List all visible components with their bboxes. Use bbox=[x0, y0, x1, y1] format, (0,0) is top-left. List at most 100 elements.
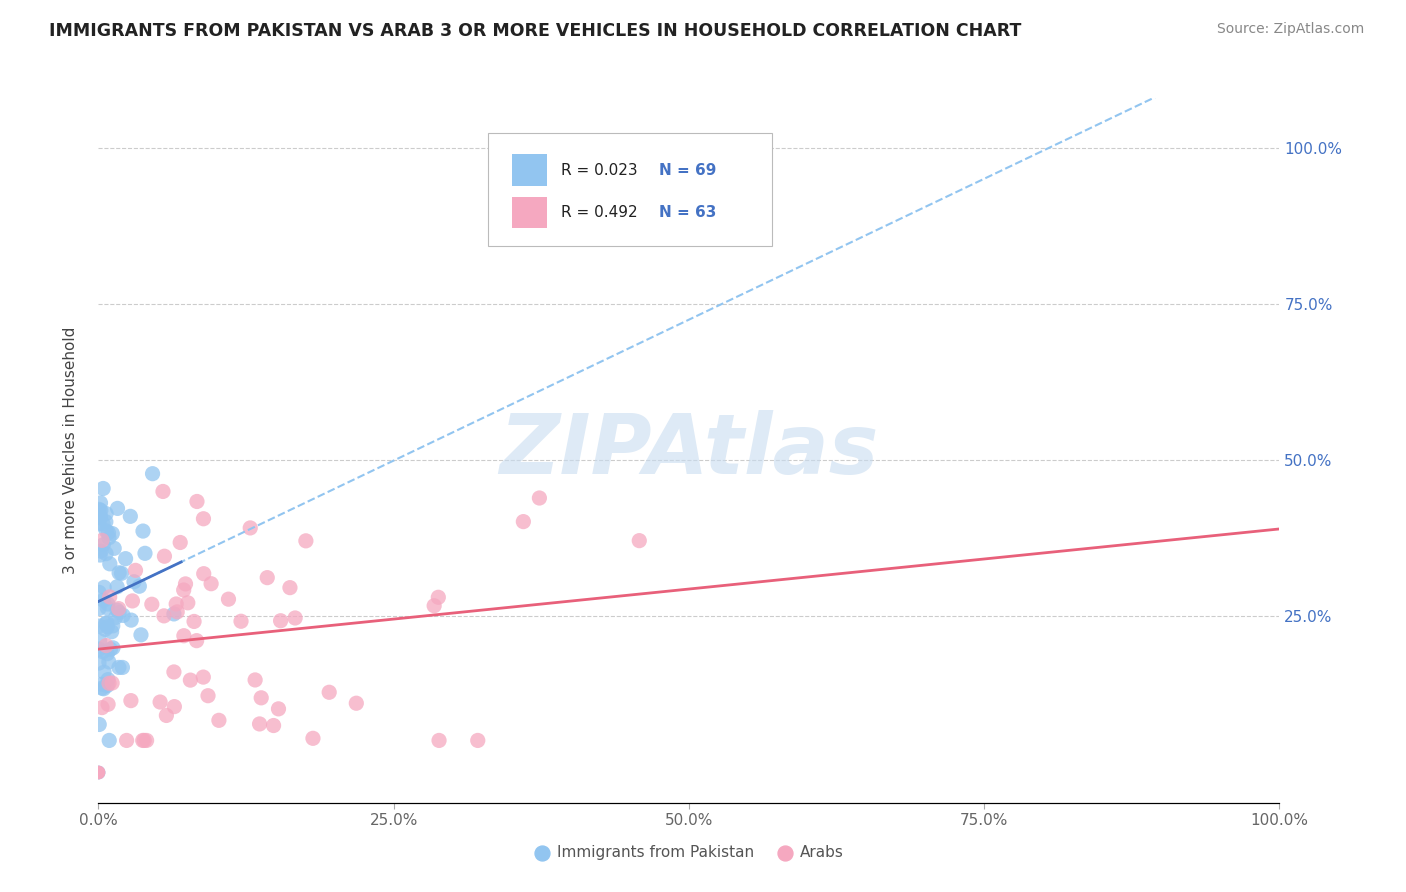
Point bbox=[166, 605, 188, 619]
Point bbox=[111, 660, 134, 674]
Point bbox=[108, 660, 131, 674]
Point bbox=[239, 521, 262, 535]
Point bbox=[91, 482, 114, 496]
Point bbox=[97, 655, 120, 669]
Point bbox=[278, 581, 301, 595]
Point bbox=[155, 708, 177, 723]
Point bbox=[100, 624, 122, 639]
Point bbox=[263, 718, 285, 732]
Point bbox=[163, 607, 186, 621]
Point bbox=[87, 516, 110, 531]
Text: ZIPAtlas: ZIPAtlas bbox=[499, 410, 879, 491]
Point bbox=[97, 673, 120, 687]
Text: R = 0.492: R = 0.492 bbox=[561, 205, 638, 220]
Point bbox=[120, 613, 142, 627]
Point bbox=[89, 548, 111, 562]
Point bbox=[174, 577, 197, 591]
Point bbox=[94, 623, 117, 637]
Bar bbox=[512, 197, 547, 228]
Point bbox=[94, 547, 117, 561]
Point bbox=[529, 491, 551, 505]
FancyBboxPatch shape bbox=[488, 133, 772, 246]
Point bbox=[229, 614, 252, 628]
Point bbox=[96, 679, 118, 693]
Text: N = 63: N = 63 bbox=[659, 205, 717, 220]
Point bbox=[94, 616, 117, 631]
Point bbox=[165, 597, 187, 611]
Point bbox=[134, 546, 156, 560]
Point bbox=[122, 574, 145, 589]
Point bbox=[256, 571, 278, 585]
Point bbox=[249, 717, 271, 731]
Point bbox=[90, 503, 112, 517]
Point bbox=[512, 515, 534, 529]
Point bbox=[141, 467, 163, 481]
Point bbox=[218, 592, 240, 607]
Point bbox=[423, 599, 446, 613]
Point bbox=[153, 608, 176, 623]
Point bbox=[97, 531, 120, 545]
Point bbox=[94, 507, 117, 521]
Point bbox=[112, 608, 135, 623]
Point bbox=[186, 494, 208, 508]
Point bbox=[98, 676, 121, 690]
Point bbox=[467, 733, 489, 747]
Point bbox=[97, 597, 120, 611]
Point bbox=[163, 665, 186, 679]
Point bbox=[87, 642, 110, 657]
Point bbox=[108, 606, 131, 620]
Point bbox=[89, 633, 111, 648]
Point bbox=[98, 557, 121, 571]
Point bbox=[243, 673, 266, 687]
Point bbox=[105, 580, 128, 594]
Point bbox=[93, 580, 115, 594]
Point bbox=[105, 603, 128, 617]
Point bbox=[427, 733, 450, 747]
Point bbox=[149, 695, 172, 709]
Point bbox=[101, 640, 124, 655]
Point bbox=[179, 673, 201, 687]
Point bbox=[120, 693, 142, 707]
Point bbox=[96, 615, 118, 630]
Point bbox=[121, 594, 143, 608]
Point bbox=[89, 510, 111, 524]
Point bbox=[186, 633, 208, 648]
Point bbox=[91, 700, 114, 714]
Point bbox=[114, 551, 136, 566]
Point bbox=[628, 533, 651, 548]
Point bbox=[177, 596, 200, 610]
Point bbox=[90, 677, 112, 691]
Point bbox=[169, 535, 191, 549]
Y-axis label: 3 or more Vehicles in Household: 3 or more Vehicles in Household bbox=[63, 326, 77, 574]
Point bbox=[163, 699, 186, 714]
Point bbox=[108, 566, 131, 580]
Point bbox=[302, 731, 325, 746]
Point bbox=[101, 676, 124, 690]
Point bbox=[115, 733, 138, 747]
Point bbox=[318, 685, 340, 699]
Point bbox=[284, 611, 307, 625]
Point bbox=[96, 647, 118, 661]
Bar bbox=[512, 154, 547, 186]
Point bbox=[96, 639, 118, 653]
Point bbox=[89, 496, 111, 510]
Point bbox=[208, 714, 231, 728]
Point bbox=[96, 600, 118, 615]
Arabs bbox=[87, 764, 110, 779]
Point bbox=[153, 549, 176, 564]
Point bbox=[91, 538, 114, 552]
Point bbox=[91, 681, 114, 695]
Point bbox=[197, 689, 219, 703]
Text: IMMIGRANTS FROM PAKISTAN VS ARAB 3 OR MORE VEHICLES IN HOUSEHOLD CORRELATION CHA: IMMIGRANTS FROM PAKISTAN VS ARAB 3 OR MO… bbox=[49, 22, 1022, 40]
Point bbox=[103, 541, 125, 556]
Point bbox=[90, 544, 112, 558]
Point bbox=[89, 717, 111, 731]
Point bbox=[250, 690, 273, 705]
Point bbox=[173, 629, 195, 643]
Point bbox=[193, 670, 215, 684]
Point bbox=[101, 526, 124, 541]
Point bbox=[93, 593, 115, 607]
Legend: Immigrants from Pakistan, Arabs: Immigrants from Pakistan, Arabs bbox=[529, 838, 849, 865]
Point bbox=[98, 733, 121, 747]
Text: N = 69: N = 69 bbox=[659, 163, 717, 178]
